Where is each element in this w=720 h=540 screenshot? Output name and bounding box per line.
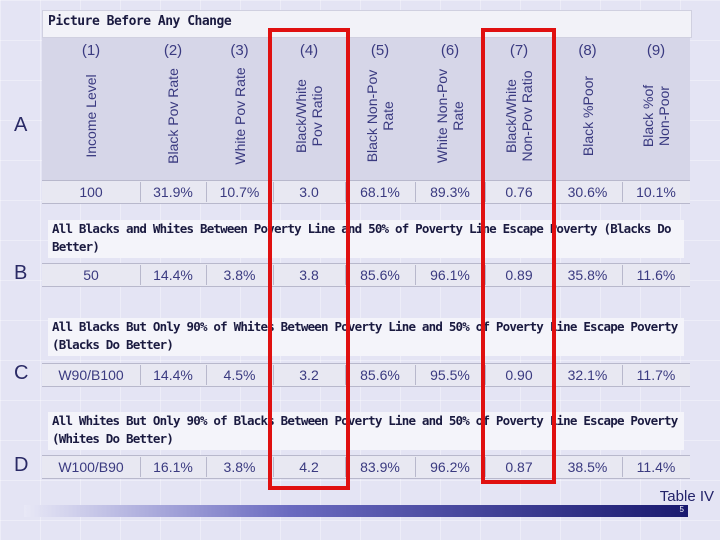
column-number: (6): [440, 42, 460, 59]
section-c-description: All Blacks But Only 90% of Whites Betwee…: [48, 318, 684, 356]
table-cell: 10.7%: [206, 182, 274, 202]
section-label-c: C: [14, 362, 29, 384]
column-number: (7): [509, 42, 529, 59]
slide-title: Picture Before Any Change: [48, 14, 232, 29]
section-d-description: All Whites But Only 90% of Blacks Betwee…: [48, 412, 684, 450]
column-header: Black %of Non-Poor: [640, 60, 672, 172]
table-cell: W90/B100: [42, 365, 141, 385]
table-label: Table IV: [659, 488, 714, 505]
table-cell: 35.8%: [553, 265, 623, 285]
highlight-box-col4: [268, 28, 350, 490]
column-header: White Pov Rate: [232, 60, 248, 172]
column-header-line: Income Level: [83, 74, 99, 158]
column-header-line: White Non-Pov: [434, 68, 450, 164]
table-cell: 96.2%: [415, 457, 486, 477]
column-header: Black Pov Rate: [165, 60, 181, 172]
table-cell: 3.8: [273, 265, 346, 285]
title-box: [42, 10, 692, 38]
column-number: (1): [81, 42, 101, 59]
table-cell: 3.0: [273, 182, 346, 202]
column-header: Income Level: [83, 60, 99, 172]
section-b-description: All Blacks and Whites Between Poverty Li…: [48, 220, 684, 258]
table-row-c: W90/B100 14.4% 4.5% 3.2 85.6% 95.5% 0.90 32.1% 1…: [42, 363, 690, 387]
table-cell: 16.1%: [140, 457, 207, 477]
page-number: 5: [679, 505, 684, 514]
column-header-line: Black Pov Rate: [165, 68, 181, 164]
table-cell: 3.8%: [206, 457, 274, 477]
table-cell: 32.1%: [553, 365, 623, 385]
table-cell: 100: [42, 182, 141, 202]
table-row-b: 50 14.4% 3.8% 3.8 85.6% 96.1% 0.89 35.8% 11.6%: [42, 263, 690, 287]
column-header-line: Black Non-Pov: [364, 69, 380, 163]
table-cell: 31.9%: [140, 182, 207, 202]
column-header: White Non-Pov Rate: [434, 60, 466, 172]
highlight-box-col7: [481, 28, 556, 484]
column-number: (3): [230, 42, 249, 59]
column-header: Black %Poor: [580, 60, 596, 172]
table-cell: 85.6%: [345, 365, 416, 385]
table-cell: 30.6%: [553, 182, 623, 202]
table-cell: 95.5%: [415, 365, 486, 385]
table-cell: 38.5%: [553, 457, 623, 477]
column-header-line: Black %Poor: [579, 75, 596, 157]
table-cell: 11.6%: [636, 267, 676, 283]
column-number: (2): [163, 42, 183, 59]
table-cell: 96.1%: [415, 265, 486, 285]
table-cell: 89.3%: [415, 182, 486, 202]
footer-bar: [24, 505, 688, 517]
column-header-line: Rate: [380, 101, 396, 131]
table-cell: 14.4%: [140, 265, 207, 285]
table-cell: 11.7%: [636, 367, 676, 383]
table-cell: 3.2: [273, 365, 346, 385]
column-header-line: Rate: [450, 101, 466, 131]
column-header-line: Black %of: [640, 84, 656, 148]
table-cell: 3.8%: [206, 265, 274, 285]
table-header: [42, 38, 690, 182]
section-label-b: B: [14, 262, 28, 284]
column-number: (9): [646, 42, 666, 59]
column-header: Black Non-Pov Rate: [364, 60, 396, 172]
column-header-line: Non-Poor: [656, 86, 672, 146]
table-cell: 50: [42, 265, 141, 285]
table-row-d: W100/B90 16.1% 3.8% 4.2 83.9% 96.2% 0.87 38.5% 1…: [42, 455, 690, 479]
table-cell: 14.4%: [140, 365, 207, 385]
table-cell: 4.2: [273, 457, 346, 477]
section-label-a: A: [14, 114, 28, 136]
section-label-d: D: [14, 454, 29, 476]
table-cell: 10.1%: [636, 184, 676, 200]
column-number: (4): [299, 42, 319, 59]
column-number: (8): [578, 42, 597, 59]
table-cell: 85.6%: [345, 265, 416, 285]
table-row-a: 100 31.9% 10.7% 3.0 68.1% 89.3% 0.76 30.6% 10.1%: [42, 180, 690, 204]
column-header-line: White Pov Rate: [231, 67, 248, 165]
table-cell: 83.9%: [345, 457, 416, 477]
column-number: (5): [370, 42, 390, 59]
table-cell: 11.4%: [636, 459, 676, 475]
table-cell: 68.1%: [345, 182, 416, 202]
table-cell: W100/B90: [42, 457, 141, 477]
table-cell: 4.5%: [206, 365, 274, 385]
